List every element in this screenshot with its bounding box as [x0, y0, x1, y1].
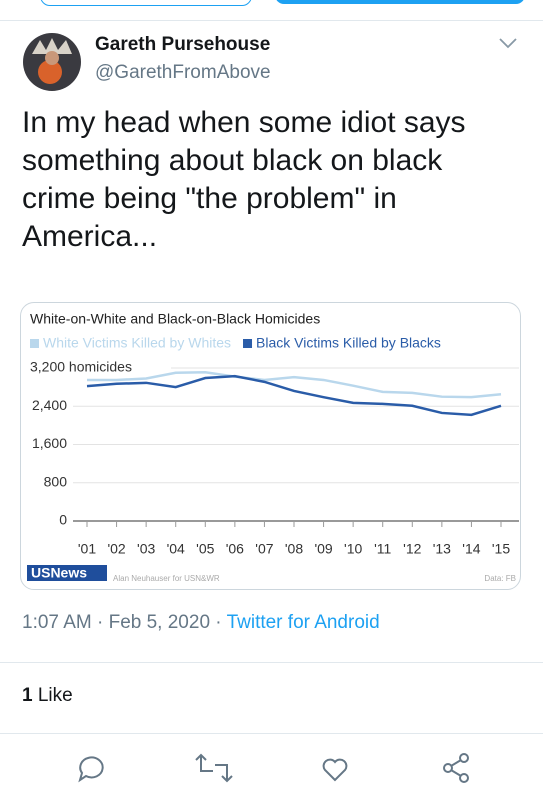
chart-title: White-on-White and Black-on-Black Homici…: [30, 311, 320, 327]
legend-label: White Victims Killed by Whites: [43, 335, 231, 351]
tweet-meta: 1:07 AM · Feb 5, 2020 · Twitter for Andr…: [22, 612, 380, 634]
like-label: Like: [37, 685, 73, 706]
menu-caret[interactable]: [498, 36, 518, 50]
button-filled[interactable]: [275, 0, 525, 4]
x-tick-label: '15: [492, 541, 510, 557]
y-tick-label: 1,600: [32, 435, 67, 451]
reply-icon[interactable]: [78, 756, 104, 783]
divider: [0, 662, 543, 663]
x-tick-label: '04: [167, 541, 185, 557]
data-source: Data: FB: [484, 574, 516, 583]
logo: USNews: [31, 565, 87, 581]
source[interactable]: Twitter for Android: [226, 612, 380, 633]
retweet-icon[interactable]: [195, 753, 233, 783]
action-bar: [78, 753, 469, 783]
legend-swatch: [243, 339, 253, 348]
x-tick-label: '07: [255, 541, 273, 557]
like-count: 1: [22, 685, 33, 706]
x-tick-label: '13: [433, 541, 451, 557]
user-handle[interactable]: @GarethFromAbove: [95, 62, 271, 83]
legend-label: Black Victims Killed by Blacks: [256, 335, 441, 351]
x-tick-label: '02: [107, 541, 125, 557]
x-tick-label: '14: [462, 541, 480, 557]
like-icon[interactable]: [322, 758, 348, 782]
x-tick-label: '01: [78, 541, 96, 557]
y-tick-label: 2,400: [32, 397, 67, 413]
timestamp: 1:07 AM · Feb 5, 2020 ·: [22, 612, 222, 633]
button-outline[interactable]: [40, 0, 252, 6]
x-tick-label: '06: [226, 541, 244, 557]
likes[interactable]: 1 Like: [22, 685, 73, 707]
tweet-text: In my head when some idiot says somethin…: [22, 106, 466, 253]
chart-card[interactable]: White-on-White and Black-on-Black Homici…: [20, 302, 521, 590]
avatar[interactable]: [22, 32, 82, 92]
user-name[interactable]: Gareth Pursehouse: [95, 34, 271, 55]
x-tick-label: '10: [344, 541, 362, 557]
series-line: [86, 374, 502, 417]
legend-swatch: [30, 339, 39, 348]
x-tick-label: '09: [314, 541, 332, 557]
x-tick-label: '11: [374, 541, 391, 557]
share-icon[interactable]: [443, 753, 469, 783]
y-tick-label: 3,200 homicides: [30, 359, 132, 375]
divider: [0, 733, 543, 734]
logo-bg: [27, 565, 107, 581]
divider: [0, 20, 543, 21]
x-tick-label: '03: [137, 541, 155, 557]
series-line: [87, 371, 502, 399]
x-tick-label: '12: [403, 541, 421, 557]
credit: Alan Neuhauser for USN&WR: [113, 574, 220, 583]
y-tick-label: 0: [59, 512, 67, 528]
chart: White-on-White and Black-on-Black Homici…: [27, 311, 519, 583]
x-tick-label: '08: [285, 541, 303, 557]
y-tick-label: 800: [44, 473, 68, 489]
x-tick-label: '05: [196, 541, 214, 557]
